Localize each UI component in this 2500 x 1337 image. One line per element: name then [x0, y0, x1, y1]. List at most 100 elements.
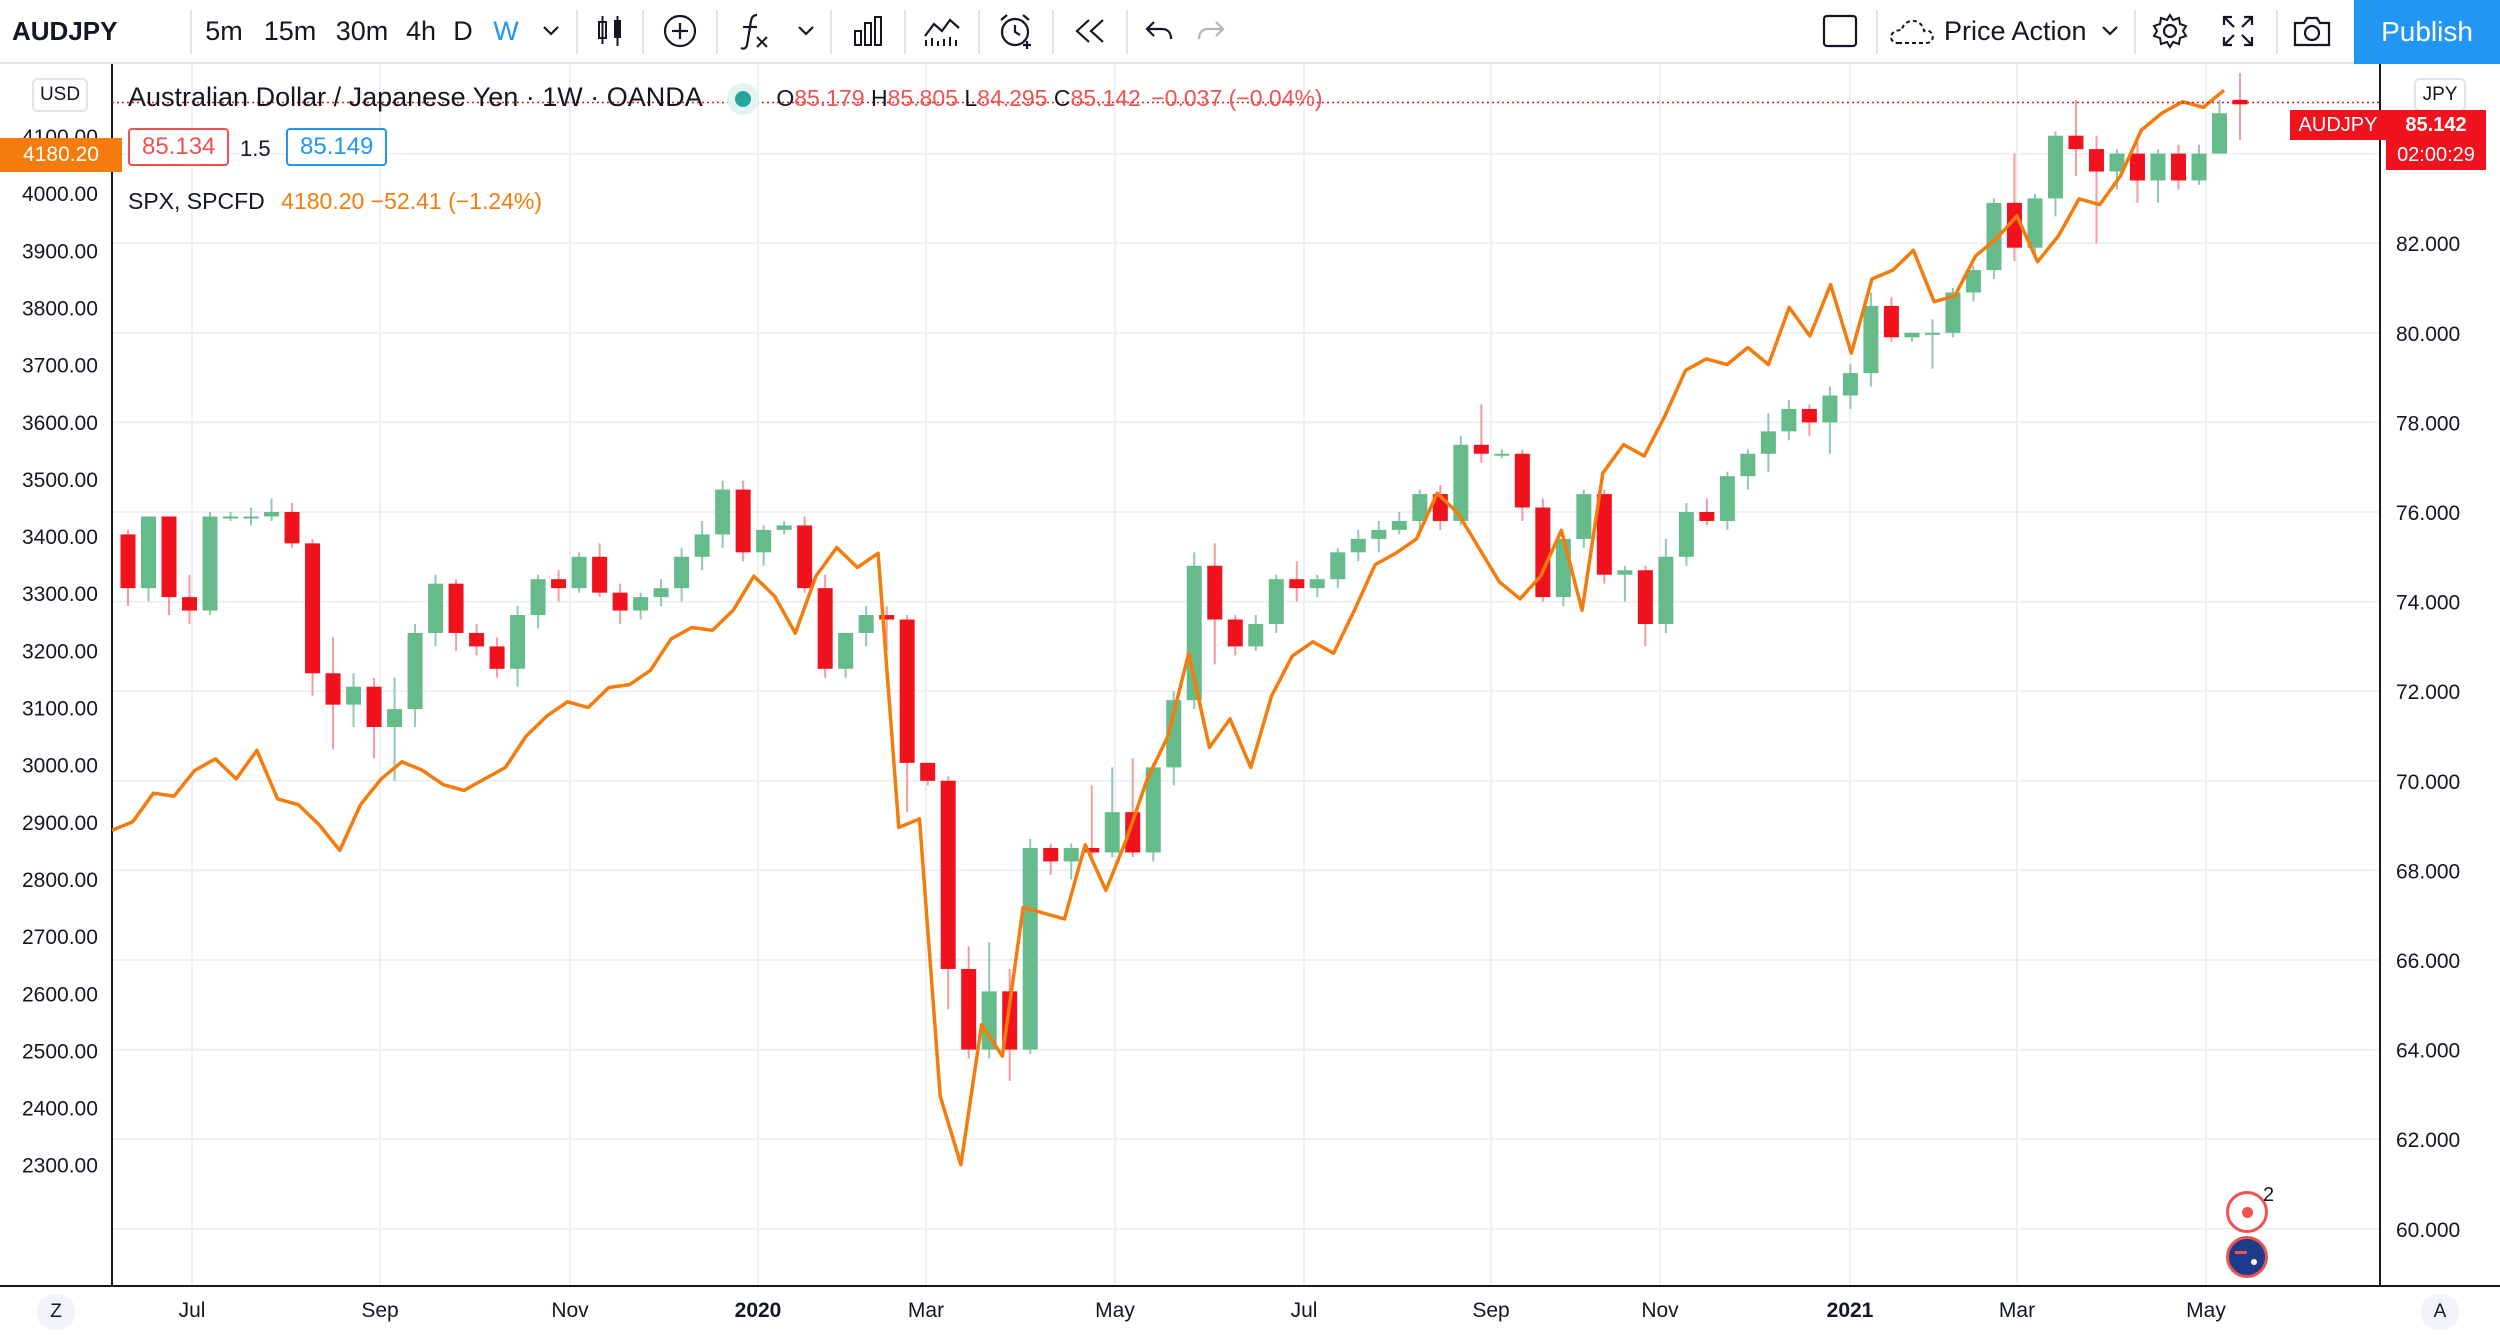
interval-d[interactable]: D [448, 0, 478, 62]
settings-button[interactable] [2142, 0, 2198, 62]
left-scale-ticks: 4100.004000.003900.003800.003700.003600.… [22, 126, 98, 1178]
chart-area[interactable]: 4100.004000.003900.003800.003700.003600.… [0, 64, 2500, 1337]
events-indicator[interactable]: 2 [2226, 1184, 2274, 1233]
bid-price-box[interactable]: 85.134 [128, 128, 230, 166]
compare-value: 4180.20 −52.41 (−1.24%) [281, 188, 543, 214]
candle-body [1965, 270, 1981, 293]
spx-compare-line [111, 88, 2226, 1167]
candle-body [2088, 149, 2104, 172]
chart-canvas[interactable]: 4100.004000.003900.003800.003700.003600.… [0, 64, 2500, 1337]
time-label: Mar [908, 1299, 944, 1322]
replay-button[interactable] [1062, 0, 1118, 62]
interval-label: 5m [205, 15, 243, 46]
right-tick-label: 66.000 [2396, 950, 2460, 973]
candle-body [489, 646, 505, 669]
separator [642, 10, 644, 54]
separator [830, 10, 832, 54]
candle-body [571, 556, 587, 589]
candle-body [612, 592, 628, 611]
candle-body [592, 556, 608, 593]
time-label: Jul [1291, 1299, 1318, 1322]
candle-body [1740, 453, 1756, 477]
ohlc-values: O85.179 H85.805 L84.295 C85.142 −0.037 (… [776, 85, 1322, 111]
interval-15m[interactable]: 15m [258, 0, 322, 62]
candle-body [715, 489, 731, 535]
candle-body [1268, 579, 1284, 624]
interval-30m[interactable]: 30m [330, 0, 394, 62]
separator [904, 10, 906, 54]
last-price-symbol: AUDJPY [2298, 113, 2378, 136]
compare-legend[interactable]: SPX, SPCFD 4180.20 −52.41 (−1.24%) [128, 188, 542, 215]
candle-body [1596, 494, 1612, 575]
candle-bodies [120, 99, 2248, 1050]
time-label: Sep [1472, 1299, 1509, 1322]
candle-body [1842, 373, 1858, 396]
left-tick-label: 3700.00 [22, 355, 98, 378]
candle-body [838, 632, 854, 669]
auto-scale-button[interactable]: A [2420, 1294, 2460, 1330]
interval-label: W [493, 15, 519, 46]
candle-body [1022, 848, 1038, 1050]
left-tick-label: 2700.00 [22, 926, 98, 949]
left-currency-badge[interactable]: USD [32, 78, 88, 112]
alert-button[interactable] [988, 0, 1044, 62]
redo-button[interactable] [1186, 0, 1236, 62]
interval-w[interactable]: W [486, 0, 526, 62]
ideas-button[interactable] [914, 0, 970, 62]
symbol-search[interactable]: AUDJPY [12, 0, 182, 62]
fullscreen-button[interactable] [2210, 0, 2266, 62]
left-tick-label: 2500.00 [22, 1040, 98, 1063]
candle-body [551, 579, 567, 589]
financials-button[interactable] [840, 0, 896, 62]
axes [0, 64, 2500, 1287]
right-currency-badge[interactable]: JPY [2414, 78, 2466, 112]
log-scale-button[interactable]: Z [36, 1294, 76, 1330]
candle-body [325, 673, 341, 705]
candle-body [653, 588, 669, 598]
publish-button[interactable]: Publish [2354, 0, 2500, 64]
right-tick-label: 82.000 [2396, 233, 2460, 256]
ask-price-box[interactable]: 85.149 [286, 128, 388, 166]
template-button[interactable]: Price Action [1886, 0, 2126, 62]
layout-button[interactable] [1810, 0, 1870, 62]
time-label: Jul [179, 1299, 206, 1322]
visibility-dot-icon[interactable] [734, 90, 751, 107]
chevron-down-icon [543, 26, 559, 36]
indicators-button[interactable] [726, 0, 782, 62]
chart-type-button[interactable] [586, 0, 634, 62]
undo-button[interactable] [1134, 0, 1184, 62]
candle-body [1248, 624, 1264, 647]
interval-4h[interactable]: 4h [400, 0, 442, 62]
right-tick-label: 60.000 [2396, 1219, 2460, 1242]
left-tick-label: 3900.00 [22, 240, 98, 263]
left-tick-label: 3100.00 [22, 698, 98, 721]
left-tick-label: 3200.00 [22, 640, 98, 663]
chart-line-icon [924, 18, 960, 46]
candle-wicks [127, 72, 2241, 1081]
compare-button[interactable] [652, 0, 708, 62]
candle-body [879, 615, 895, 620]
candle-body [1453, 444, 1469, 521]
candle-body [510, 615, 526, 669]
candle-body [1289, 579, 1305, 589]
expand-icon [2222, 15, 2254, 47]
ask-value: 85.149 [300, 133, 374, 160]
right-tick-label: 76.000 [2396, 502, 2460, 525]
time-label: Sep [361, 1299, 398, 1322]
australia-flag-icon[interactable] [2226, 1236, 2268, 1278]
candle-body [530, 579, 546, 616]
indicators-dropdown[interactable] [790, 0, 822, 62]
interval-5m[interactable]: 5m [200, 0, 248, 62]
candle-body [141, 516, 157, 589]
candle-body [1104, 812, 1120, 853]
main-legend[interactable]: Australian Dollar / Japanese Yen · 1W · … [128, 82, 1323, 113]
right-tick-label: 74.000 [2396, 592, 2460, 615]
interval-dropdown[interactable] [536, 0, 566, 62]
alarm-clock-icon [1000, 14, 1031, 49]
close-label: C [1053, 85, 1071, 111]
candle-body [2150, 153, 2166, 181]
candle-body [182, 597, 198, 611]
bid-value: 85.134 [142, 133, 216, 160]
time-axis-labels: Jul Sep Nov 2020 Mar May Jul Sep Nov 2021 Mar May [179, 1299, 2227, 1322]
snapshot-button[interactable] [2284, 0, 2340, 62]
